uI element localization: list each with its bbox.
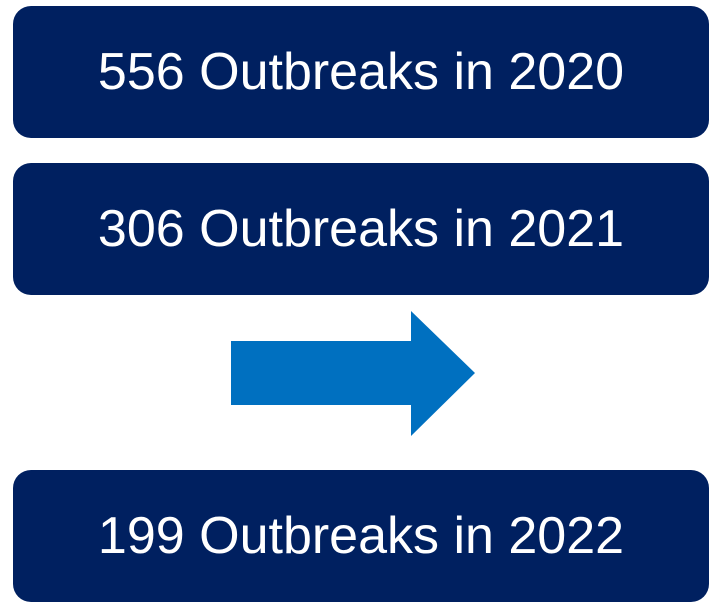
box: 306 Outbreaks in 2021	[13, 163, 709, 295]
box: 199 Outbreaks in 2022	[13, 470, 709, 602]
box: 556 Outbreaks in 2020	[13, 6, 709, 138]
arrow	[231, 311, 475, 436]
